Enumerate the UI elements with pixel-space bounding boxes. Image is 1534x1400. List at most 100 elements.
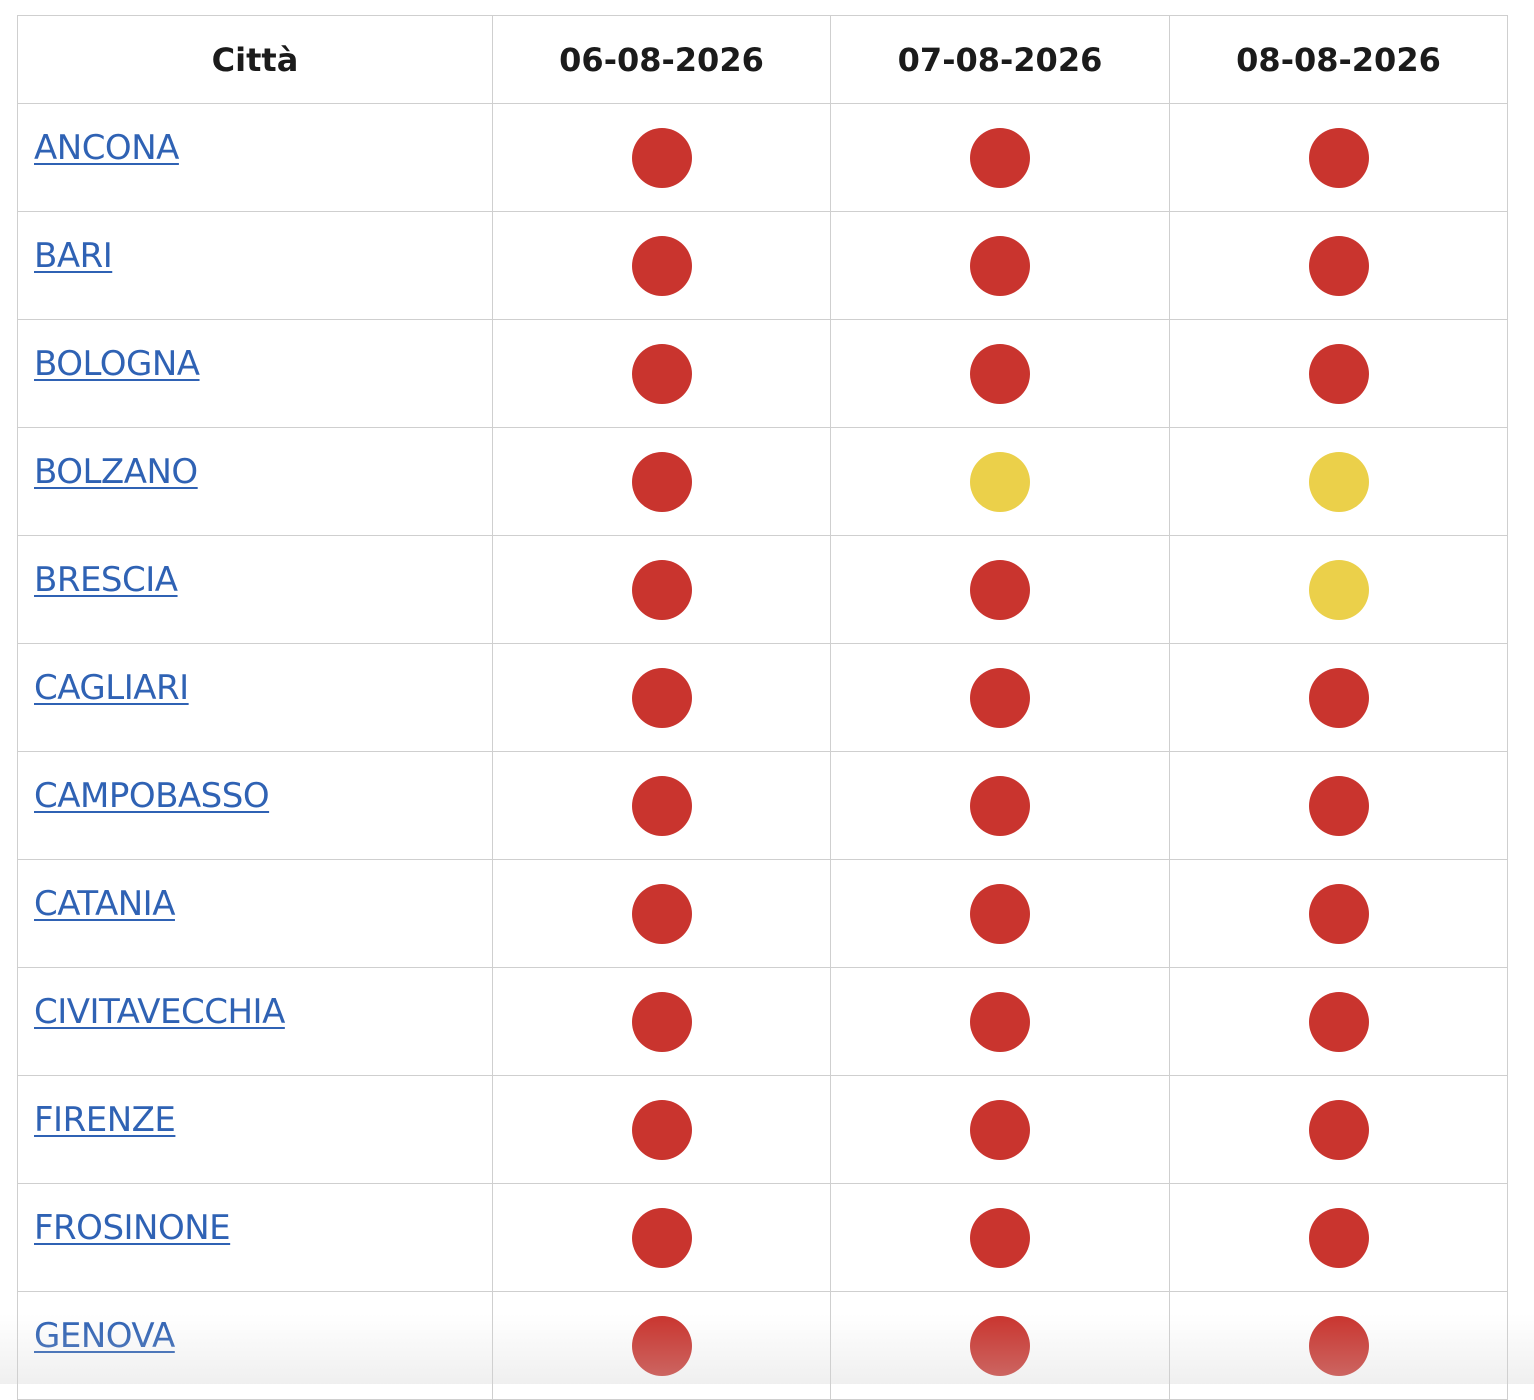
level-cell-day-3 xyxy=(1169,319,1508,428)
level-red-dot-icon xyxy=(1308,775,1369,836)
level-yellow-dot-icon xyxy=(970,451,1030,512)
level-red-dot-icon xyxy=(631,775,692,836)
table-header-row: Città 06-08-2026 07-08-2026 08-08-2026 xyxy=(17,15,1508,104)
city-cell: CAGLIARI xyxy=(17,643,493,752)
level-red-dot-icon xyxy=(970,775,1030,836)
level-red-dot-icon xyxy=(1308,883,1369,944)
level-red-dot-icon xyxy=(970,1315,1030,1376)
level-cell-day-1 xyxy=(492,967,831,1076)
level-red-dot-icon xyxy=(1308,1207,1369,1268)
city-cell: BRESCIA xyxy=(17,535,493,644)
level-cell-day-1 xyxy=(492,1183,831,1292)
city-cell: CIVITAVECCHIA xyxy=(17,967,493,1076)
level-cell-day-1 xyxy=(492,427,831,536)
level-cell-day-2 xyxy=(830,103,1170,212)
level-cell-day-1 xyxy=(492,211,831,320)
level-red-dot-icon xyxy=(970,667,1030,728)
level-red-dot-icon xyxy=(631,235,692,296)
table-row: BRESCIA xyxy=(17,535,1508,644)
header-date-1: 06-08-2026 xyxy=(492,15,831,104)
level-cell-day-3 xyxy=(1169,1291,1508,1400)
level-cell-day-2 xyxy=(830,1075,1170,1184)
level-cell-day-1 xyxy=(492,1291,831,1400)
level-cell-day-3 xyxy=(1169,751,1508,860)
table-row: CAMPOBASSO xyxy=(17,751,1508,860)
city-link[interactable]: CAGLIARI xyxy=(34,667,189,708)
level-red-dot-icon xyxy=(970,235,1030,296)
city-cell: BARI xyxy=(17,211,493,320)
city-link[interactable]: BARI xyxy=(34,235,113,276)
city-link[interactable]: FIRENZE xyxy=(34,1099,176,1140)
table-row: BARI xyxy=(17,211,1508,320)
level-cell-day-3 xyxy=(1169,1183,1508,1292)
level-red-dot-icon xyxy=(631,1207,692,1268)
city-link[interactable]: BOLOGNA xyxy=(34,343,200,384)
level-red-dot-icon xyxy=(1308,1099,1369,1160)
level-red-dot-icon xyxy=(1308,1315,1369,1376)
level-red-dot-icon xyxy=(631,1315,692,1376)
city-link[interactable]: CATANIA xyxy=(34,883,175,924)
level-red-dot-icon xyxy=(970,559,1030,620)
level-red-dot-icon xyxy=(970,1099,1030,1160)
city-cell: BOLZANO xyxy=(17,427,493,536)
level-red-dot-icon xyxy=(631,127,692,188)
level-cell-day-2 xyxy=(830,967,1170,1076)
level-red-dot-icon xyxy=(1308,667,1369,728)
level-cell-day-1 xyxy=(492,751,831,860)
level-red-dot-icon xyxy=(1308,991,1369,1052)
level-red-dot-icon xyxy=(631,1099,692,1160)
level-cell-day-2 xyxy=(830,211,1170,320)
city-link[interactable]: GENOVA xyxy=(34,1315,175,1356)
city-cell: BOLOGNA xyxy=(17,319,493,428)
level-yellow-dot-icon xyxy=(1308,559,1369,620)
level-cell-day-1 xyxy=(492,103,831,212)
level-cell-day-1 xyxy=(492,319,831,428)
city-link[interactable]: CAMPOBASSO xyxy=(34,775,270,816)
level-cell-day-2 xyxy=(830,535,1170,644)
city-cell: ANCONA xyxy=(17,103,493,212)
level-red-dot-icon xyxy=(1308,343,1369,404)
level-cell-day-2 xyxy=(830,1183,1170,1292)
table-row: BOLOGNA xyxy=(17,319,1508,428)
city-link[interactable]: FROSINONE xyxy=(34,1207,231,1248)
level-cell-day-3 xyxy=(1169,535,1508,644)
table-row: CATANIA xyxy=(17,859,1508,968)
level-cell-day-2 xyxy=(830,643,1170,752)
level-cell-day-2 xyxy=(830,427,1170,536)
level-red-dot-icon xyxy=(631,559,692,620)
level-cell-day-3 xyxy=(1169,859,1508,968)
level-cell-day-3 xyxy=(1169,103,1508,212)
city-link[interactable]: BRESCIA xyxy=(34,559,178,600)
level-red-dot-icon xyxy=(631,451,692,512)
level-cell-day-2 xyxy=(830,751,1170,860)
city-link[interactable]: BOLZANO xyxy=(34,451,198,492)
level-red-dot-icon xyxy=(970,883,1030,944)
table-row: GENOVA xyxy=(17,1291,1508,1400)
table-row: CAGLIARI xyxy=(17,643,1508,752)
city-cell: FIRENZE xyxy=(17,1075,493,1184)
level-cell-day-3 xyxy=(1169,211,1508,320)
table-row: ANCONA xyxy=(17,103,1508,212)
level-red-dot-icon xyxy=(631,667,692,728)
header-date-2: 07-08-2026 xyxy=(830,15,1170,104)
city-link[interactable]: CIVITAVECCHIA xyxy=(34,991,285,1032)
level-red-dot-icon xyxy=(970,991,1030,1052)
table-row: CIVITAVECCHIA xyxy=(17,967,1508,1076)
city-link[interactable]: ANCONA xyxy=(34,127,179,168)
level-yellow-dot-icon xyxy=(1308,451,1369,512)
level-red-dot-icon xyxy=(631,991,692,1052)
level-cell-day-3 xyxy=(1169,967,1508,1076)
table-row: FROSINONE xyxy=(17,1183,1508,1292)
table-row: FIRENZE xyxy=(17,1075,1508,1184)
level-red-dot-icon xyxy=(970,343,1030,404)
level-cell-day-2 xyxy=(830,859,1170,968)
level-red-dot-icon xyxy=(1308,235,1369,296)
table-row: BOLZANO xyxy=(17,427,1508,536)
city-cell: CATANIA xyxy=(17,859,493,968)
level-red-dot-icon xyxy=(970,127,1030,188)
city-cell: CAMPOBASSO xyxy=(17,751,493,860)
level-red-dot-icon xyxy=(631,343,692,404)
level-cell-day-3 xyxy=(1169,427,1508,536)
level-cell-day-2 xyxy=(830,319,1170,428)
level-red-dot-icon xyxy=(970,1207,1030,1268)
